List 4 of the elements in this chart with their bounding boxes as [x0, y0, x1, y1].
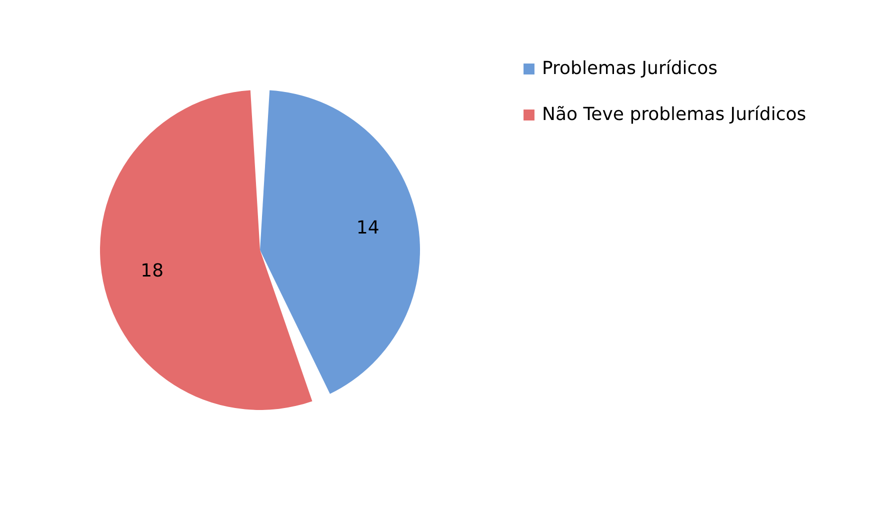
legend-label: Problemas Jurídicos	[542, 58, 718, 79]
data-label: 14	[356, 218, 380, 239]
data-label: 18	[140, 260, 164, 282]
legend-label: Não Teve problemas Jurídicos	[542, 104, 806, 125]
